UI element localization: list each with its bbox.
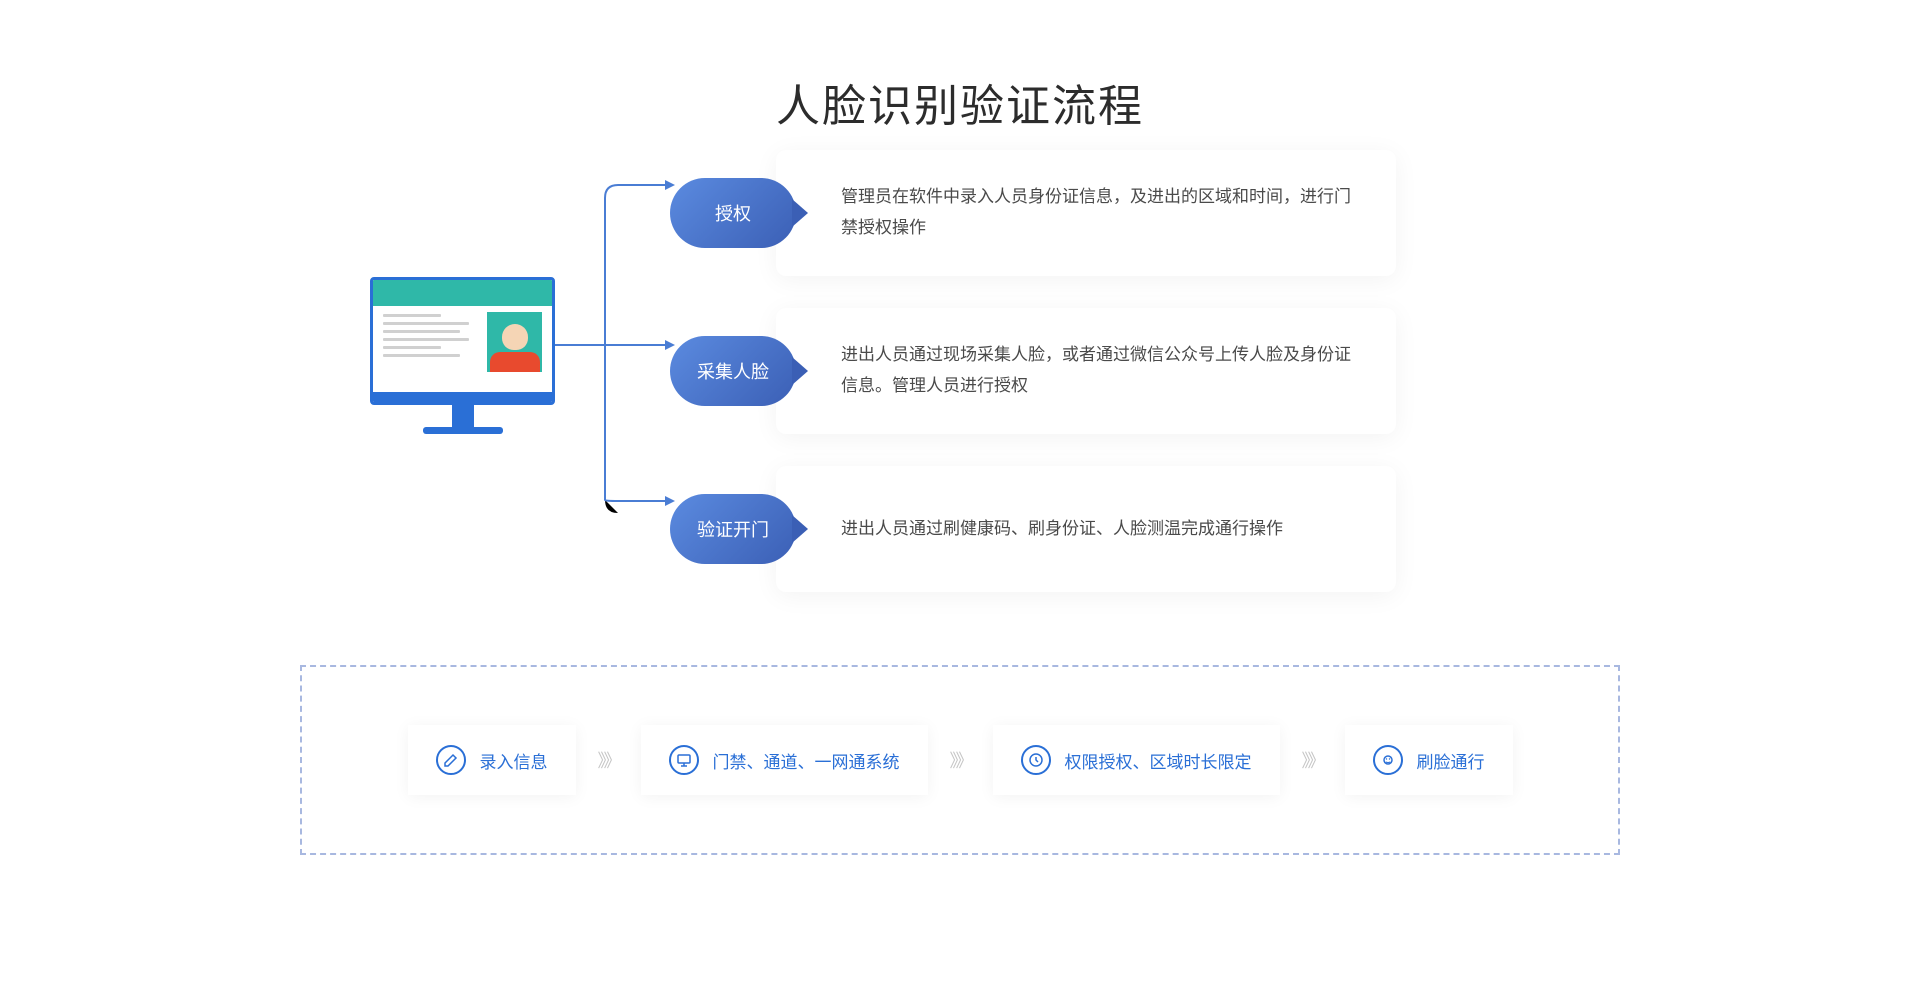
diagram-container: .connector{display:none} 授权 管理员在软件中录入人员身… bbox=[370, 150, 1550, 610]
step-2-pill: 采集人脸 bbox=[670, 336, 796, 406]
step-3-card: 进出人员通过刷健康码、刷身份证、人脸测温完成通行操作 bbox=[776, 466, 1396, 592]
step-3-pill: 验证开门 bbox=[670, 494, 796, 564]
flow-4-label: 刷脸通行 bbox=[1417, 748, 1485, 773]
flow-1-label: 录入信息 bbox=[480, 748, 548, 773]
chevron-1: 》》 bbox=[598, 747, 619, 773]
step-1: 授权 管理员在软件中录入人员身份证信息，及进出的区域和时间，进行门禁授权操作 bbox=[670, 150, 1396, 276]
step-1-card: 管理员在软件中录入人员身份证信息，及进出的区域和时间，进行门禁授权操作 bbox=[776, 150, 1396, 276]
flow-card-2: 门禁、通道、一网通系统 bbox=[641, 725, 928, 795]
flow-card-3: 权限授权、区域时长限定 bbox=[993, 725, 1280, 795]
clock-icon bbox=[1021, 745, 1051, 775]
flow-card-4: 刷脸通行 bbox=[1345, 725, 1513, 795]
flow-card-1: 录入信息 bbox=[408, 725, 576, 795]
step-2-desc: 进出人员通过现场采集人脸，或者通过微信公众号上传人脸及身份证信息。管理人员进行授… bbox=[841, 340, 1356, 401]
chevron-3: 》》 bbox=[1302, 747, 1323, 773]
bottom-flow: 录入信息 》》 门禁、通道、一网通系统 》》 权限授权、区域时长限定 》》 刷脸… bbox=[300, 665, 1620, 855]
chevron-2: 》》 bbox=[950, 747, 971, 773]
step-3-desc: 进出人员通过刷健康码、刷身份证、人脸测温完成通行操作 bbox=[841, 514, 1283, 545]
edit-icon bbox=[436, 745, 466, 775]
face-icon bbox=[1373, 745, 1403, 775]
connector-svg bbox=[555, 150, 685, 570]
step-2-card: 进出人员通过现场采集人脸，或者通过微信公众号上传人脸及身份证信息。管理人员进行授… bbox=[776, 308, 1396, 434]
step-2-label: 采集人脸 bbox=[697, 358, 769, 384]
page-title: 人脸识别验证流程 bbox=[776, 70, 1144, 134]
step-1-pill: 授权 bbox=[670, 178, 796, 248]
monitor-icon bbox=[669, 745, 699, 775]
flow-2-label: 门禁、通道、一网通系统 bbox=[713, 748, 900, 773]
flow-3-label: 权限授权、区域时长限定 bbox=[1065, 748, 1252, 773]
step-1-desc: 管理员在软件中录入人员身份证信息，及进出的区域和时间，进行门禁授权操作 bbox=[841, 182, 1356, 243]
step-3: 验证开门 进出人员通过刷健康码、刷身份证、人脸测温完成通行操作 bbox=[670, 466, 1396, 592]
step-1-label: 授权 bbox=[715, 200, 751, 226]
step-2: 采集人脸 进出人员通过现场采集人脸，或者通过微信公众号上传人脸及身份证信息。管理… bbox=[670, 308, 1396, 434]
monitor-illustration bbox=[370, 277, 555, 447]
step-3-label: 验证开门 bbox=[697, 516, 769, 542]
